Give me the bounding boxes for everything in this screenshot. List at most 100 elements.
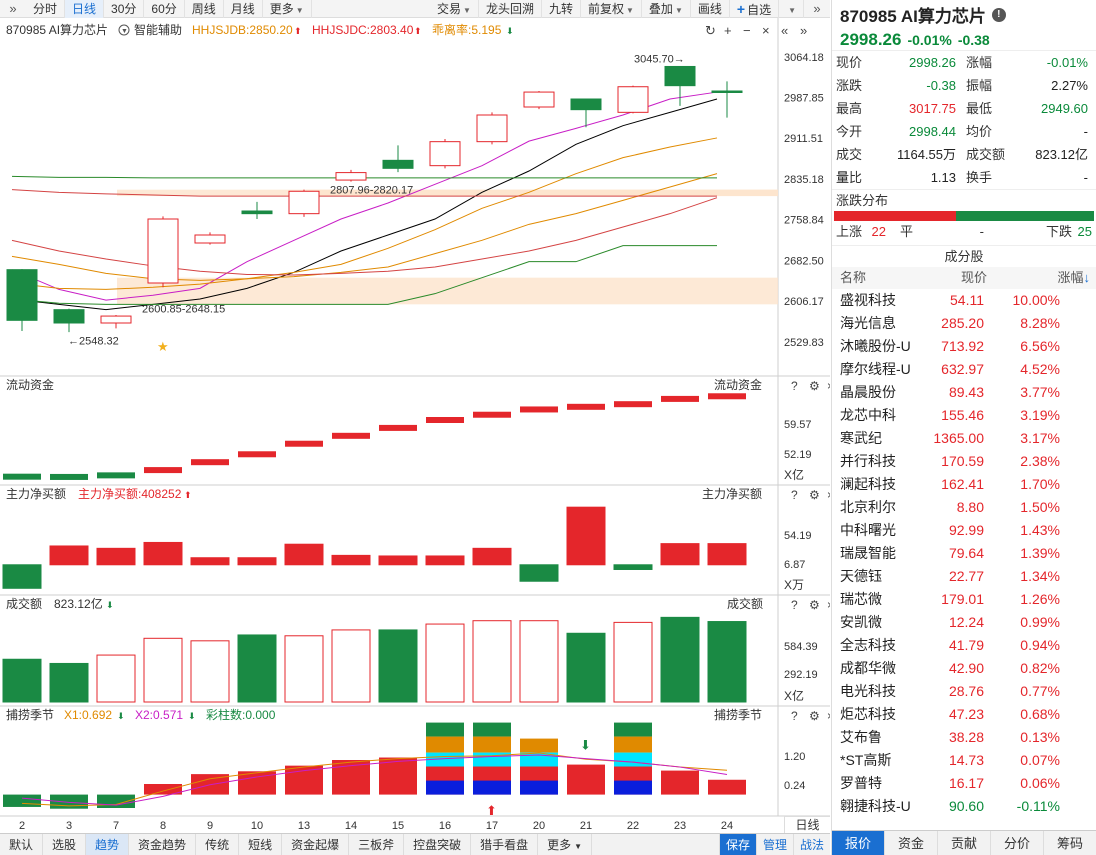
component-row[interactable]: 寒武纪 1365.00 3.17%: [832, 427, 1096, 450]
collapse-up-icon[interactable]: «: [781, 23, 788, 38]
component-price: 47.23: [948, 706, 984, 722]
tab-quote[interactable]: 报价: [832, 831, 885, 855]
help-icon[interactable]: ?: [791, 709, 798, 723]
tab-daily[interactable]: 日线: [65, 0, 105, 18]
tab-overlay[interactable]: 叠加 ▼: [642, 0, 691, 18]
watchlist-dropdown[interactable]: ▼: [779, 0, 804, 18]
zoom-out-icon[interactable]: −: [743, 23, 751, 38]
tab-fund[interactable]: 资金: [885, 831, 938, 855]
btn-select-stock[interactable]: 选股: [43, 833, 87, 855]
expand-icon[interactable]: »: [800, 23, 807, 38]
component-row[interactable]: 罗普特 16.17 0.06%: [832, 772, 1096, 795]
settings-icon[interactable]: ⚙: [809, 598, 820, 612]
help-icon[interactable]: ?: [791, 379, 798, 393]
close-icon[interactable]: ×: [762, 23, 770, 38]
flow-bar: [285, 440, 323, 447]
tab-nine-turn[interactable]: 九转: [542, 0, 581, 18]
settings-icon[interactable]: ⚙: [809, 709, 820, 723]
refresh-icon[interactable]: ↻: [705, 23, 716, 38]
col-change[interactable]: 涨幅↓: [987, 267, 1096, 289]
component-row[interactable]: 龙芯中科 155.46 3.19%: [832, 404, 1096, 427]
close-icon[interactable]: ×: [827, 379, 830, 393]
component-row[interactable]: 艾布鲁 38.28 0.13%: [832, 726, 1096, 749]
manage-button[interactable]: 管理: [755, 833, 793, 855]
tab-monthly[interactable]: 月线: [224, 0, 263, 18]
tab-adjust[interactable]: 前复权 ▼: [581, 0, 642, 18]
component-row[interactable]: 并行科技 170.59 2.38%: [832, 450, 1096, 473]
collapse-left-icon[interactable]: »: [9, 1, 17, 16]
component-row[interactable]: 澜起科技 162.41 1.70%: [832, 473, 1096, 496]
tab-intraday[interactable]: 分时: [26, 0, 66, 18]
component-row[interactable]: 摩尔线程-U 632.97 4.52%: [832, 358, 1096, 381]
chart-index-name: 870985 AI算力芯片: [6, 22, 108, 37]
season-stack-segment: [614, 736, 652, 753]
btn-default[interactable]: 默认: [0, 833, 44, 855]
tab-chips[interactable]: 筹码: [1044, 831, 1096, 855]
btn-short-term[interactable]: 短线: [239, 833, 283, 855]
close-icon[interactable]: ×: [827, 488, 830, 502]
component-row[interactable]: 安凯微 12.24 0.99%: [832, 611, 1096, 634]
component-row[interactable]: 全志科技 41.79 0.94%: [832, 634, 1096, 657]
component-row[interactable]: 炬芯科技 47.23 0.68%: [832, 703, 1096, 726]
tab-more[interactable]: 更多 ▼: [263, 0, 312, 18]
help-icon[interactable]: ?: [791, 598, 798, 612]
tab-price-dist[interactable]: 分价: [991, 831, 1044, 855]
component-row[interactable]: 盛视科技 54.11 10.00%: [832, 289, 1096, 312]
volume-bar: [2, 658, 42, 703]
btn-more[interactable]: 更多 ▼: [538, 833, 593, 855]
col-name[interactable]: 名称: [840, 270, 867, 285]
tab-weekly[interactable]: 周线: [185, 0, 224, 18]
component-row[interactable]: 成都华微 42.90 0.82%: [832, 657, 1096, 680]
zoom-in-icon[interactable]: +: [724, 23, 732, 38]
tab-60min[interactable]: 60分: [144, 0, 185, 18]
main-net-bar: [96, 547, 136, 566]
close-icon[interactable]: ×: [827, 598, 830, 612]
component-row[interactable]: 中科曙光 92.99 1.43%: [832, 519, 1096, 542]
tab-30min[interactable]: 30分: [104, 0, 145, 18]
component-row[interactable]: 北京利尔 8.80 1.50%: [832, 496, 1096, 519]
component-row[interactable]: 瑞芯微 179.01 1.26%: [832, 588, 1096, 611]
flow-bar: [3, 473, 41, 480]
component-name: 电光科技: [840, 683, 896, 699]
component-name: 海光信息: [840, 315, 896, 331]
tab-adjust-label: 前复权: [587, 1, 624, 16]
help-icon[interactable]: ?: [791, 488, 798, 502]
col-price[interactable]: 现价: [960, 270, 987, 285]
settings-icon[interactable]: ⚙: [809, 379, 820, 393]
tab-trade[interactable]: 交易 ▼: [430, 0, 479, 18]
component-row[interactable]: 沐曦股份-U 713.92 6.56%: [832, 335, 1096, 358]
ma-line-ma10: [11, 98, 718, 311]
btn-control-break[interactable]: 控盘突破: [404, 833, 472, 855]
component-row[interactable]: 晶晨股份 89.43 3.77%: [832, 381, 1096, 404]
main-panel-title-right: 主力净买额: [702, 487, 762, 501]
close-icon[interactable]: ×: [827, 709, 830, 723]
add-watchlist-label: 自选: [747, 2, 772, 17]
info-icon[interactable]: !: [991, 7, 1006, 22]
strategy-button[interactable]: 战法: [792, 833, 830, 855]
btn-hunter[interactable]: 猎手看盘: [471, 833, 539, 855]
tab-draw[interactable]: 画线: [691, 0, 730, 18]
btn-trend[interactable]: 趋势: [86, 833, 130, 855]
right-tabs: 报价 资金 贡献 分价 筹码: [832, 830, 1096, 855]
component-row[interactable]: 电光科技 28.76 0.77%: [832, 680, 1096, 703]
btn-three-axes[interactable]: 三板斧: [349, 833, 405, 855]
tab-contribution[interactable]: 贡献: [938, 831, 991, 855]
main-net-bar: [49, 545, 89, 566]
tab-leader-review[interactable]: 龙头回溯: [479, 0, 542, 18]
btn-traditional[interactable]: 传统: [196, 833, 240, 855]
component-row[interactable]: 天德钰 22.77 1.34%: [832, 565, 1096, 588]
component-row[interactable]: 瑞晟智能 79.64 1.39%: [832, 542, 1096, 565]
kline-chart[interactable]: 870985 AI算力芯片 ▼ 智能辅助 HHJSJDB:2850.20 ⬆ HHJSJD…: [0, 18, 830, 833]
component-row[interactable]: *ST高斯 14.73 0.07%: [832, 749, 1096, 772]
btn-fund-burst[interactable]: 资金起爆: [282, 833, 350, 855]
save-button[interactable]: 保存: [718, 833, 756, 855]
add-watchlist-button[interactable]: + 自选: [730, 0, 780, 18]
btn-fund-trend[interactable]: 资金趋势: [129, 833, 197, 855]
component-row[interactable]: 海光信息 285.20 8.28%: [832, 312, 1096, 335]
settings-icon[interactable]: ⚙: [809, 488, 820, 502]
season-bar: [144, 784, 182, 795]
component-change: 10.00%: [1012, 292, 1060, 308]
tab-more-label: 更多: [269, 1, 294, 16]
expand-right-icon[interactable]: »: [813, 1, 821, 16]
component-row[interactable]: 翱捷科技-U 90.60 -0.11%: [832, 795, 1096, 818]
